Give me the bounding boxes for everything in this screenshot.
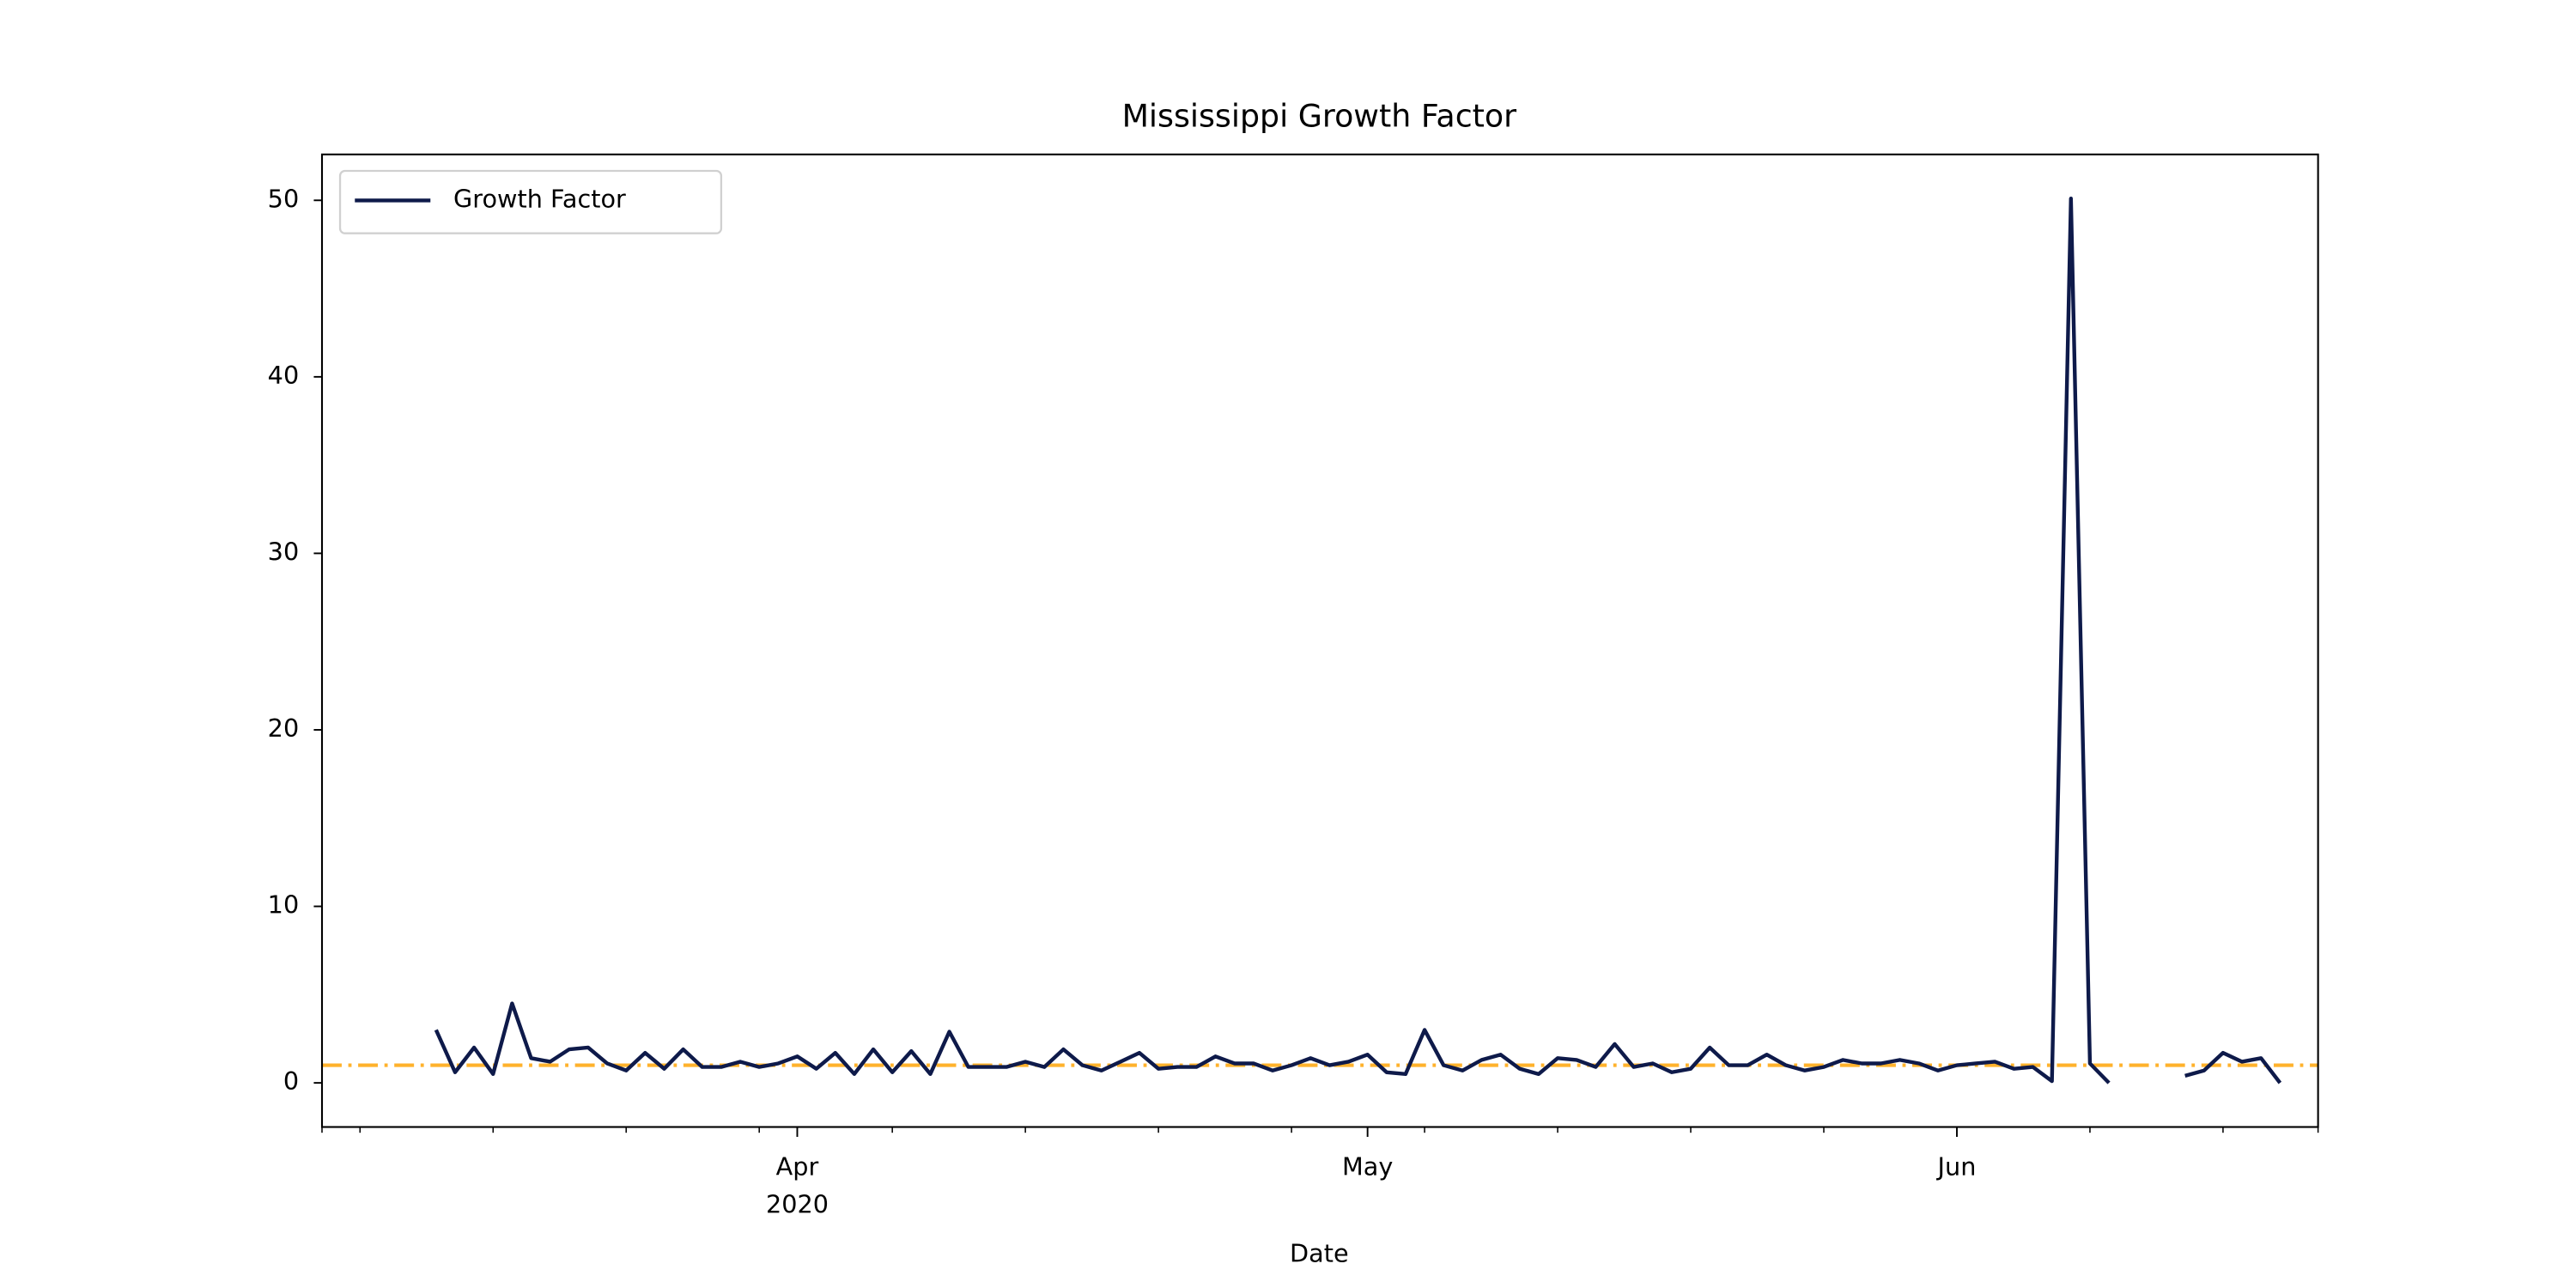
plot-frame — [320, 153, 2319, 1128]
x-tick-label: May — [1342, 1151, 1393, 1181]
y-tick-label: 0 — [283, 1066, 299, 1096]
y-tick-label: 50 — [268, 184, 300, 213]
legend-label: Growth Factor — [453, 184, 626, 213]
data-line — [434, 197, 2282, 1084]
y-tick-label: 30 — [268, 537, 300, 566]
y-tick-label: 10 — [268, 890, 300, 920]
x-tick-label: Jun — [1936, 1151, 1977, 1181]
x-tick-label: Apr — [776, 1151, 819, 1181]
chart-title: Mississippi Growth Factor — [1122, 98, 1517, 135]
y-tick-label: 40 — [268, 361, 300, 390]
x-axis-label: Date — [1290, 1239, 1349, 1268]
y-tick-label: 20 — [268, 714, 300, 743]
legend-box — [338, 169, 723, 234]
x-tick-sublabel: 2020 — [766, 1189, 829, 1218]
